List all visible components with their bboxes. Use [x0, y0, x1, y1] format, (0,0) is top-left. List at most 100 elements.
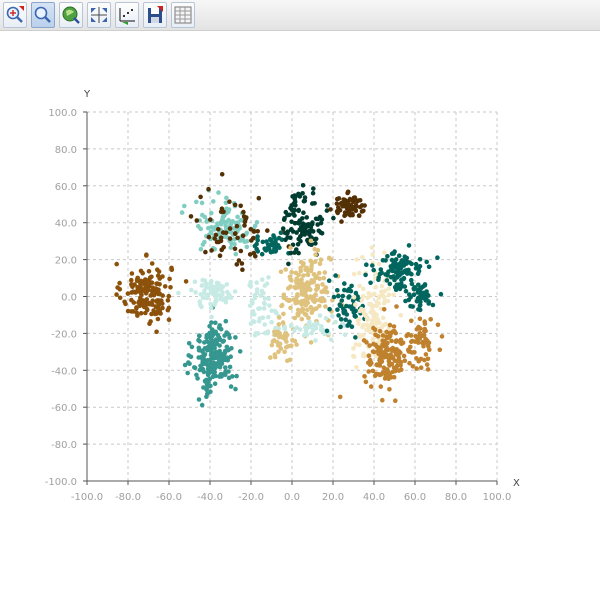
- data-point: [297, 327, 303, 332]
- data-point: [379, 283, 385, 289]
- data-point: [233, 251, 239, 257]
- data-point: [225, 357, 231, 363]
- data-point: [374, 318, 379, 323]
- data-point: [385, 298, 391, 304]
- data-point: [349, 283, 354, 289]
- data-point: [225, 295, 230, 301]
- data-point: [227, 364, 233, 370]
- data-point: [248, 279, 253, 285]
- data-point: [259, 288, 265, 294]
- data-point: [410, 364, 416, 369]
- data-point: [266, 275, 271, 280]
- fit-button[interactable]: [87, 2, 111, 28]
- data-point: [218, 209, 224, 214]
- data-point: [256, 319, 262, 324]
- data-point: [117, 295, 123, 301]
- data-point: [117, 287, 123, 292]
- data-point: [394, 282, 400, 288]
- zoom-in-button[interactable]: [3, 2, 27, 28]
- data-point: [380, 370, 386, 375]
- data-point: [134, 310, 139, 316]
- data-point: [364, 262, 369, 268]
- axes: [83, 111, 498, 485]
- data-point: [276, 235, 282, 241]
- data-point: [254, 220, 260, 225]
- pan-button[interactable]: [59, 2, 83, 28]
- table-button[interactable]: [171, 2, 195, 28]
- data-point: [212, 302, 217, 307]
- data-point: [425, 356, 431, 362]
- data-point: [380, 397, 385, 403]
- data-point: [202, 214, 207, 220]
- data-point: [328, 337, 334, 342]
- data-point: [359, 297, 365, 303]
- x-tick-label: 80.0: [445, 492, 467, 503]
- data-point: [382, 298, 388, 304]
- data-point: [372, 327, 378, 333]
- data-point: [308, 258, 313, 264]
- x-tick-label: 40.0: [363, 492, 385, 503]
- data-point: [402, 358, 408, 364]
- data-point: [412, 349, 417, 355]
- data-point: [418, 365, 424, 371]
- data-point: [149, 261, 155, 266]
- save-button[interactable]: [143, 2, 167, 28]
- data-point: [361, 332, 366, 338]
- data-point: [212, 236, 217, 241]
- data-point: [303, 325, 308, 330]
- data-point: [166, 293, 172, 299]
- data-point: [278, 230, 284, 235]
- data-point: [319, 324, 324, 329]
- data-point: [268, 237, 273, 242]
- data-point: [394, 351, 399, 357]
- data-point: [354, 365, 359, 370]
- data-point: [353, 207, 358, 213]
- data-point: [416, 307, 421, 312]
- data-point: [292, 193, 297, 198]
- data-point: [255, 234, 260, 239]
- data-point: [207, 285, 212, 291]
- data-point: [389, 361, 395, 367]
- data-point: [267, 247, 272, 252]
- data-point: [408, 295, 413, 300]
- data-point: [383, 321, 389, 327]
- data-point: [282, 349, 287, 355]
- data-point: [280, 335, 286, 340]
- data-point: [365, 295, 370, 301]
- data-point: [390, 354, 395, 360]
- data-point: [353, 335, 358, 340]
- data-point: [421, 332, 427, 338]
- data-point: [222, 350, 228, 356]
- data-point: [380, 333, 386, 338]
- data-point: [383, 373, 389, 378]
- data-point: [398, 313, 404, 318]
- data-point: [283, 331, 288, 336]
- data-point: [240, 267, 245, 273]
- data-point: [318, 327, 324, 333]
- data-point: [215, 287, 220, 293]
- data-point: [114, 261, 119, 267]
- data-point: [299, 292, 305, 297]
- data-point: [361, 338, 367, 343]
- data-point: [392, 368, 398, 374]
- data-point: [302, 311, 308, 317]
- data-point: [411, 286, 417, 292]
- data-point: [209, 327, 215, 332]
- data-point: [193, 290, 198, 295]
- zoom-button[interactable]: [31, 2, 55, 28]
- data-point: [315, 222, 321, 227]
- data-point: [196, 224, 201, 229]
- data-point: [416, 282, 421, 288]
- reset-axes-button[interactable]: [115, 2, 139, 28]
- data-point: [248, 321, 254, 327]
- data-point: [294, 298, 299, 304]
- data-point: [234, 262, 240, 267]
- data-point: [346, 205, 352, 210]
- data-point: [300, 191, 305, 196]
- data-point: [324, 208, 330, 213]
- data-point: [364, 317, 370, 323]
- data-point: [359, 209, 365, 214]
- data-point: [194, 218, 200, 223]
